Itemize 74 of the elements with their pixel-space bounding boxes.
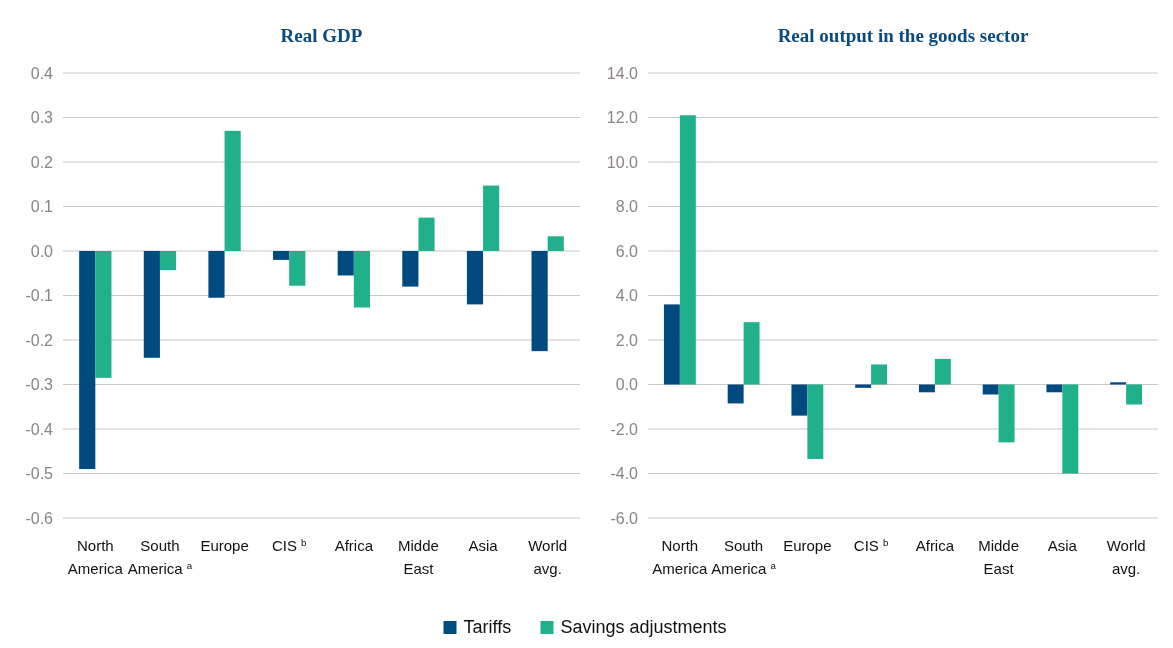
bar: [159, 251, 177, 271]
chart-title: Real output in the goods sector: [777, 25, 1029, 46]
x-tick-label: World avg.: [528, 537, 568, 577]
bar: [1046, 384, 1063, 393]
x-tick-label: Midde East: [978, 537, 1020, 577]
x-tick-label: Asia: [468, 537, 499, 554]
y-tick-label: 0.4: [30, 64, 54, 82]
y-tick-label: 4.0: [615, 287, 639, 305]
bar: [466, 251, 484, 305]
bar: [1062, 384, 1079, 474]
x-tick-label: South America $^{a}$: [711, 537, 777, 577]
bar: [289, 251, 306, 286]
x-tick-label: World avg.: [1106, 537, 1146, 577]
y-tick-label: 2.0: [615, 331, 639, 349]
bar: [531, 251, 548, 352]
x-tick-label: CIS $^{b}$: [853, 536, 889, 554]
bar: [934, 358, 951, 385]
bar: [679, 115, 696, 385]
bar: [418, 217, 435, 251]
bar: [918, 384, 935, 393]
bar: [727, 384, 744, 404]
x-tick-label: Africa: [334, 537, 374, 554]
bar: [743, 322, 760, 385]
bar: [998, 384, 1015, 443]
y-tick-label: -0.4: [25, 420, 54, 438]
y-tick-label: -2.0: [610, 420, 639, 438]
bar: [871, 364, 888, 385]
x-tick-label: CIS $^{b}$: [271, 536, 308, 554]
y-tick-label: 6.0: [615, 242, 639, 260]
legend-label: Savings adjustments: [560, 617, 727, 637]
y-tick-label: -0.1: [25, 287, 54, 305]
bar: [402, 251, 419, 287]
y-tick-label: -0.6: [25, 509, 54, 527]
bar: [143, 251, 160, 358]
bar: [483, 185, 500, 251]
y-tick-label: 0.2: [30, 153, 54, 171]
y-tick-label: 0.1: [30, 198, 54, 216]
x-tick-label: Asia: [1047, 537, 1078, 554]
bar: [663, 304, 680, 385]
x-tick-label: Africa: [915, 537, 955, 554]
y-tick-label: -0.3: [25, 376, 54, 394]
y-tick-label: -4.0: [610, 465, 639, 483]
bar: [791, 384, 808, 416]
chart-title: Real GDP: [280, 25, 363, 46]
x-tick-label: North America: [652, 537, 709, 577]
bar: [807, 384, 824, 460]
bar: [353, 251, 370, 308]
x-tick-label: Europe: [200, 537, 249, 554]
x-tick-label: Europe: [783, 537, 832, 554]
x-tick-label: North America: [67, 537, 124, 577]
y-tick-label: 0.0: [30, 242, 54, 260]
bar: [1126, 384, 1143, 405]
y-tick-label: -0.2: [25, 331, 54, 349]
x-tick-label: South America $^{a}$: [127, 537, 193, 577]
y-tick-label: 8.0: [615, 198, 639, 216]
legend-label: Tariffs: [463, 617, 512, 637]
bar: [855, 384, 872, 388]
y-tick-label: 10.0: [606, 153, 639, 171]
y-tick-label: 12.0: [606, 109, 639, 127]
bar: [1110, 382, 1127, 385]
y-tick-label: 0.3: [30, 109, 54, 127]
bar: [208, 251, 225, 298]
bar: [95, 251, 112, 378]
bar: [547, 236, 564, 251]
bar: [273, 251, 290, 260]
bar: [79, 251, 96, 470]
y-tick-label: 0.0: [615, 376, 639, 394]
bar: [337, 251, 354, 276]
y-tick-label: -0.5: [25, 465, 54, 483]
bar: [224, 130, 241, 251]
bar: [982, 384, 999, 395]
y-tick-label: -6.0: [610, 509, 639, 527]
y-tick-label: 14.0: [606, 64, 639, 82]
x-tick-label: Midde East: [398, 537, 439, 577]
